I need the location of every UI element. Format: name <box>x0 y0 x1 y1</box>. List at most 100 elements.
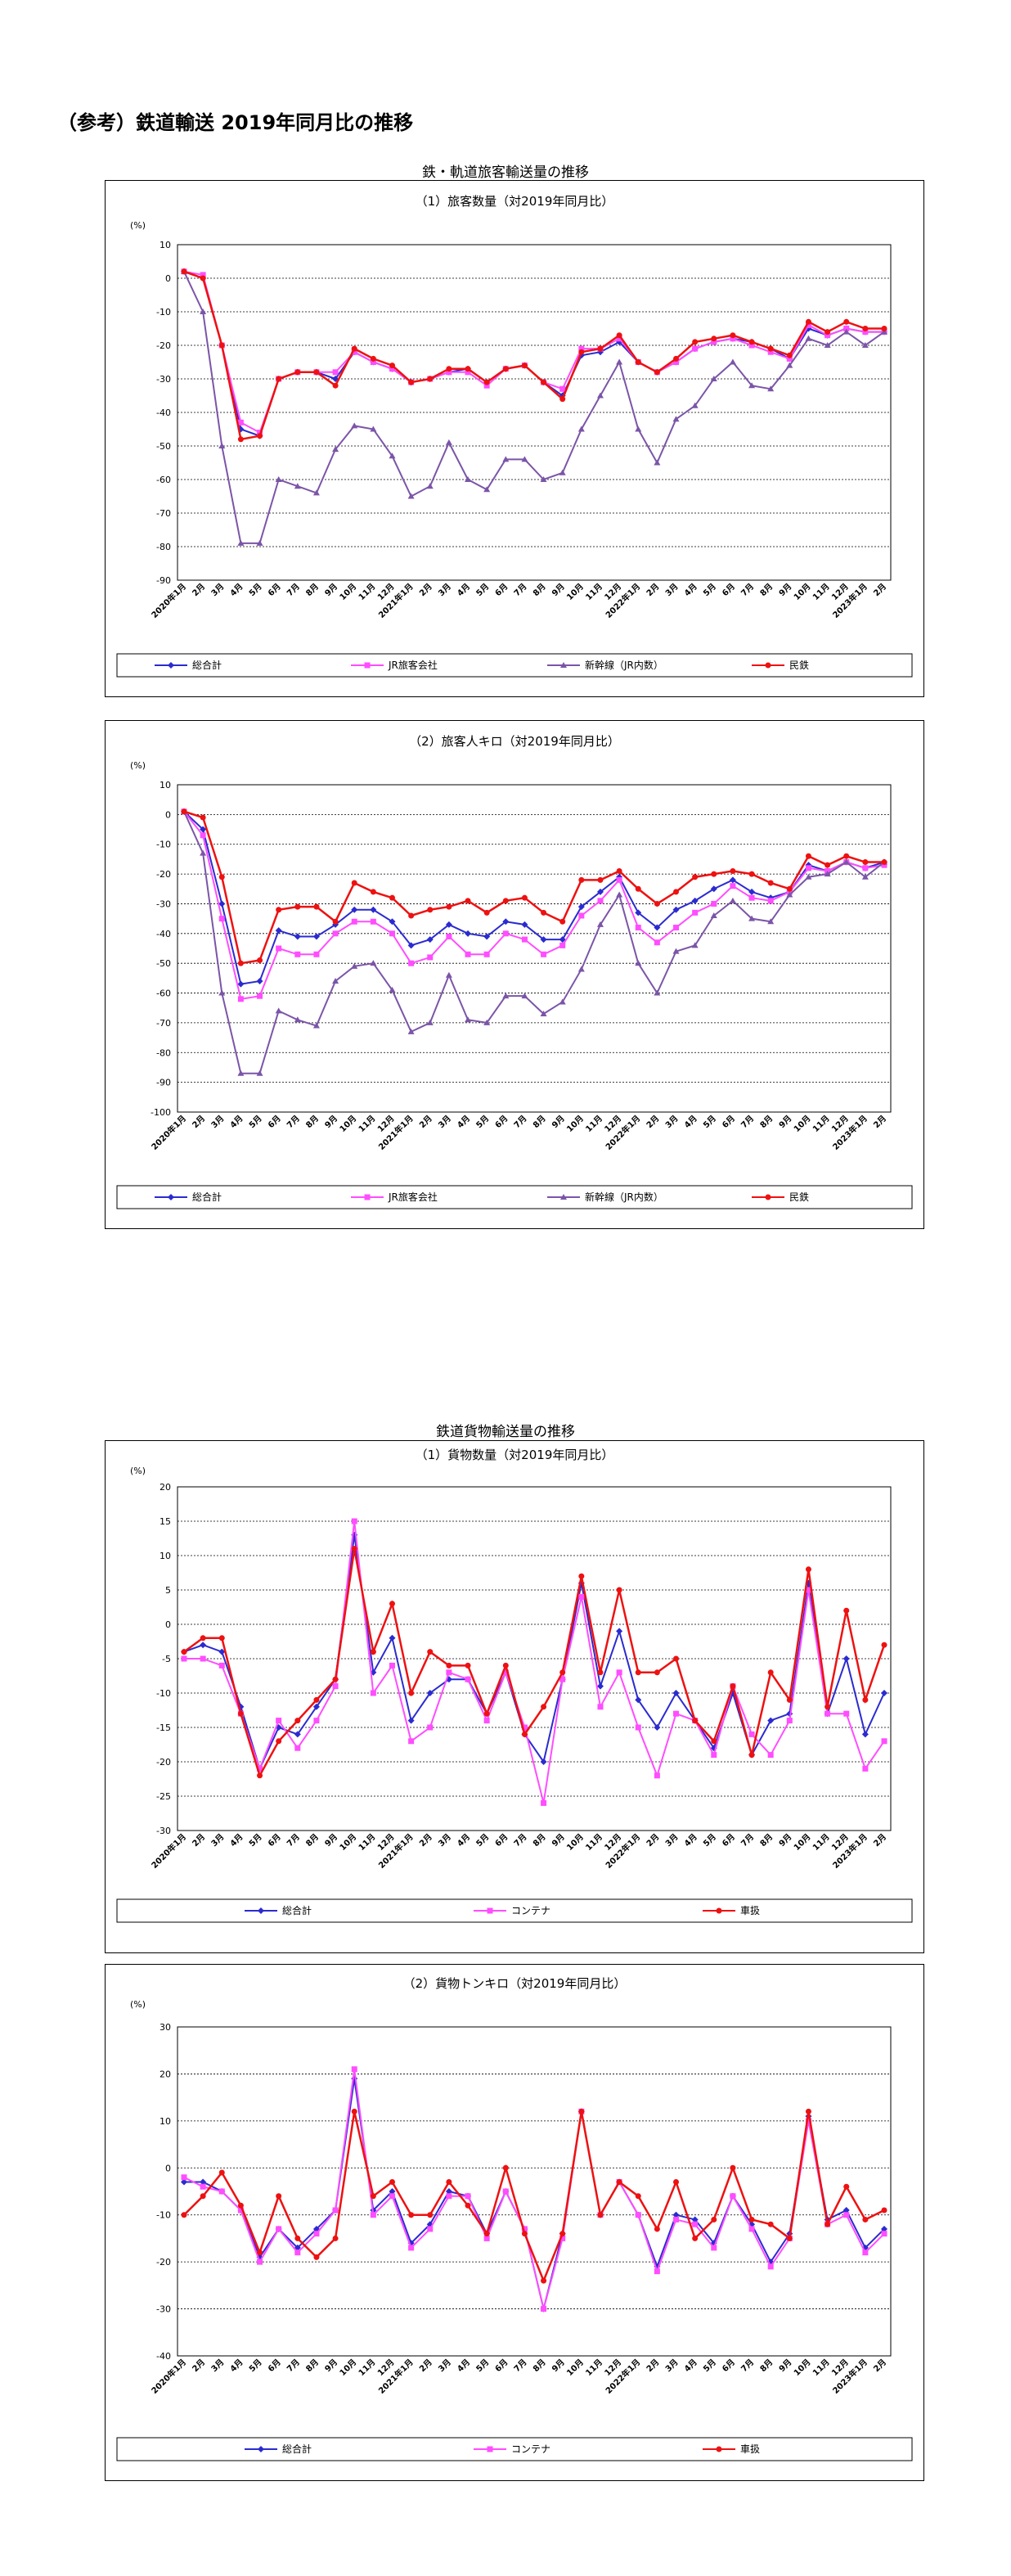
data-point <box>521 993 528 999</box>
data-point <box>351 1518 357 1524</box>
data-point <box>559 998 566 1005</box>
data-point <box>635 2212 641 2218</box>
data-point <box>502 918 510 925</box>
data-point <box>521 936 528 943</box>
data-point <box>200 308 207 314</box>
x-tick-label: 2月 <box>191 1832 207 1849</box>
x-tick-label: 7月 <box>285 582 301 598</box>
data-point <box>672 2211 680 2218</box>
data-point <box>294 1016 301 1023</box>
x-tick-label: 7月 <box>512 2358 528 2374</box>
x-tick-label: 9月 <box>550 582 566 598</box>
data-point <box>559 2231 566 2237</box>
data-point <box>786 1696 793 1703</box>
data-point <box>483 382 490 389</box>
data-point <box>559 918 566 925</box>
data-point <box>654 2268 660 2275</box>
data-point <box>389 366 395 372</box>
legend-marker <box>487 1907 493 1914</box>
data-point <box>861 2244 869 2251</box>
data-point <box>540 476 547 482</box>
data-point <box>654 989 661 996</box>
x-tick-label: 2月 <box>417 2358 434 2374</box>
chart-panel-passenger-count: （1）旅客数量（対2019年同月比） (%) 10 0 -10 -20 -30 -40 -50 -… <box>105 180 924 697</box>
legend-label: 総合計 <box>192 659 222 671</box>
data-point <box>218 342 225 349</box>
data-point <box>578 345 585 352</box>
data-point <box>692 339 699 345</box>
y-tick-label: -50 <box>156 441 171 452</box>
series-line <box>183 2069 885 2309</box>
x-tick-label: 10月 <box>565 2358 586 2378</box>
data-point <box>673 2179 680 2186</box>
x-tick-label: 2月 <box>417 1832 434 1849</box>
data-point <box>805 1566 811 1573</box>
data-point <box>862 1696 869 1703</box>
data-point <box>465 366 471 372</box>
data-point <box>389 1662 395 1669</box>
x-tick-label: 11月 <box>811 1114 831 1134</box>
data-point <box>181 2174 187 2181</box>
data-point <box>218 2169 225 2176</box>
data-point <box>502 1669 509 1676</box>
data-point <box>426 1690 434 1696</box>
data-point <box>389 2193 395 2200</box>
data-point <box>237 539 245 546</box>
x-tick-label: 5月 <box>701 1114 717 1130</box>
data-point <box>673 889 680 895</box>
data-point <box>559 385 566 392</box>
data-point <box>559 1669 566 1676</box>
x-tick-label: 3月 <box>209 582 226 598</box>
data-point <box>597 898 604 904</box>
x-tick-label: 8月 <box>304 2358 321 2374</box>
data-point <box>616 1669 622 1676</box>
data-point <box>200 849 207 856</box>
series-line <box>183 270 884 441</box>
data-point <box>521 1731 528 1737</box>
data-point <box>805 318 811 325</box>
data-point <box>502 993 510 999</box>
data-point <box>541 951 547 957</box>
x-tick-label: 4月 <box>682 1832 699 1849</box>
y-unit-label: (%) <box>130 760 146 771</box>
y-tick-label: -20 <box>156 1757 171 1768</box>
data-point <box>825 329 831 336</box>
data-point <box>710 376 717 381</box>
x-tick-label: 3月 <box>437 1832 453 1849</box>
data-point <box>730 883 736 889</box>
data-point <box>596 392 604 399</box>
data-point <box>427 1649 434 1655</box>
data-point <box>825 2221 831 2227</box>
data-point <box>426 483 434 489</box>
data-point <box>427 954 434 961</box>
data-point <box>748 871 755 877</box>
data-point <box>332 2207 339 2213</box>
x-tick-label: 9月 <box>777 582 793 598</box>
data-point <box>559 942 566 948</box>
data-point <box>654 1724 661 1731</box>
series-line <box>183 811 885 1074</box>
x-tick-label: 3月 <box>663 1114 680 1130</box>
chart-panel-passenger-km: （2）旅客人キロ（対2019年同月比） (%) 10 0 -10 -20 -30 -40 -50… <box>105 720 924 1229</box>
data-point <box>842 1655 850 1662</box>
data-point <box>691 942 699 948</box>
x-tick-label: 6月 <box>266 1114 282 1130</box>
data-point <box>446 1662 452 1669</box>
x-tick-label: 4月 <box>456 1832 472 1849</box>
y-tick-label: 20 <box>160 2069 171 2079</box>
x-tick-label: 5月 <box>247 1114 263 1130</box>
data-point <box>635 2193 641 2200</box>
x-tick-label: 2月 <box>872 1114 888 1130</box>
data-point <box>862 2216 869 2222</box>
data-point <box>276 1718 282 1724</box>
data-point <box>294 369 301 376</box>
x-tick-label: 10月 <box>338 1832 358 1853</box>
series-1 <box>181 1518 887 1806</box>
data-point <box>711 1752 717 1759</box>
x-tick-label: 3月 <box>437 582 453 598</box>
data-point <box>446 903 452 910</box>
data-point <box>541 1704 547 1710</box>
data-point <box>389 363 395 369</box>
data-point <box>654 924 661 931</box>
data-point <box>294 2235 301 2241</box>
